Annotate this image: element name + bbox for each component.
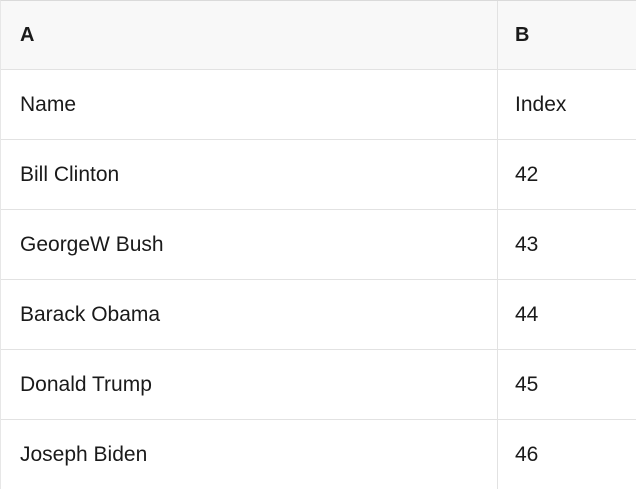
table-row: GeorgeW Bush 43 <box>1 210 636 280</box>
column-header-b[interactable]: B <box>515 24 530 46</box>
cell-index-header[interactable]: Index <box>515 93 567 116</box>
column-header-a[interactable]: A <box>1 1 498 69</box>
table-row: Donald Trump 45 <box>1 350 636 420</box>
cell-index[interactable]: 44 <box>515 303 539 326</box>
table-row: Barack Obama 44 <box>1 280 636 350</box>
table-row: Name Index <box>1 70 636 140</box>
table-row: Joseph Biden 46 <box>1 420 636 489</box>
cell-name[interactable]: GeorgeW Bush <box>1 210 498 279</box>
cell-name[interactable]: Joseph Biden <box>1 420 498 489</box>
cell-name-header[interactable]: Name <box>1 70 498 139</box>
column-header-row: A B <box>1 1 636 70</box>
cell-index[interactable]: 46 <box>515 443 539 466</box>
cell-index[interactable]: 45 <box>515 373 539 396</box>
cell-name[interactable]: Bill Clinton <box>1 140 498 209</box>
cell-name[interactable]: Barack Obama <box>1 280 498 349</box>
cell-index[interactable]: 43 <box>515 233 539 256</box>
table-row: Bill Clinton 42 <box>1 140 636 210</box>
cell-name[interactable]: Donald Trump <box>1 350 498 419</box>
cell-index[interactable]: 42 <box>515 163 539 186</box>
